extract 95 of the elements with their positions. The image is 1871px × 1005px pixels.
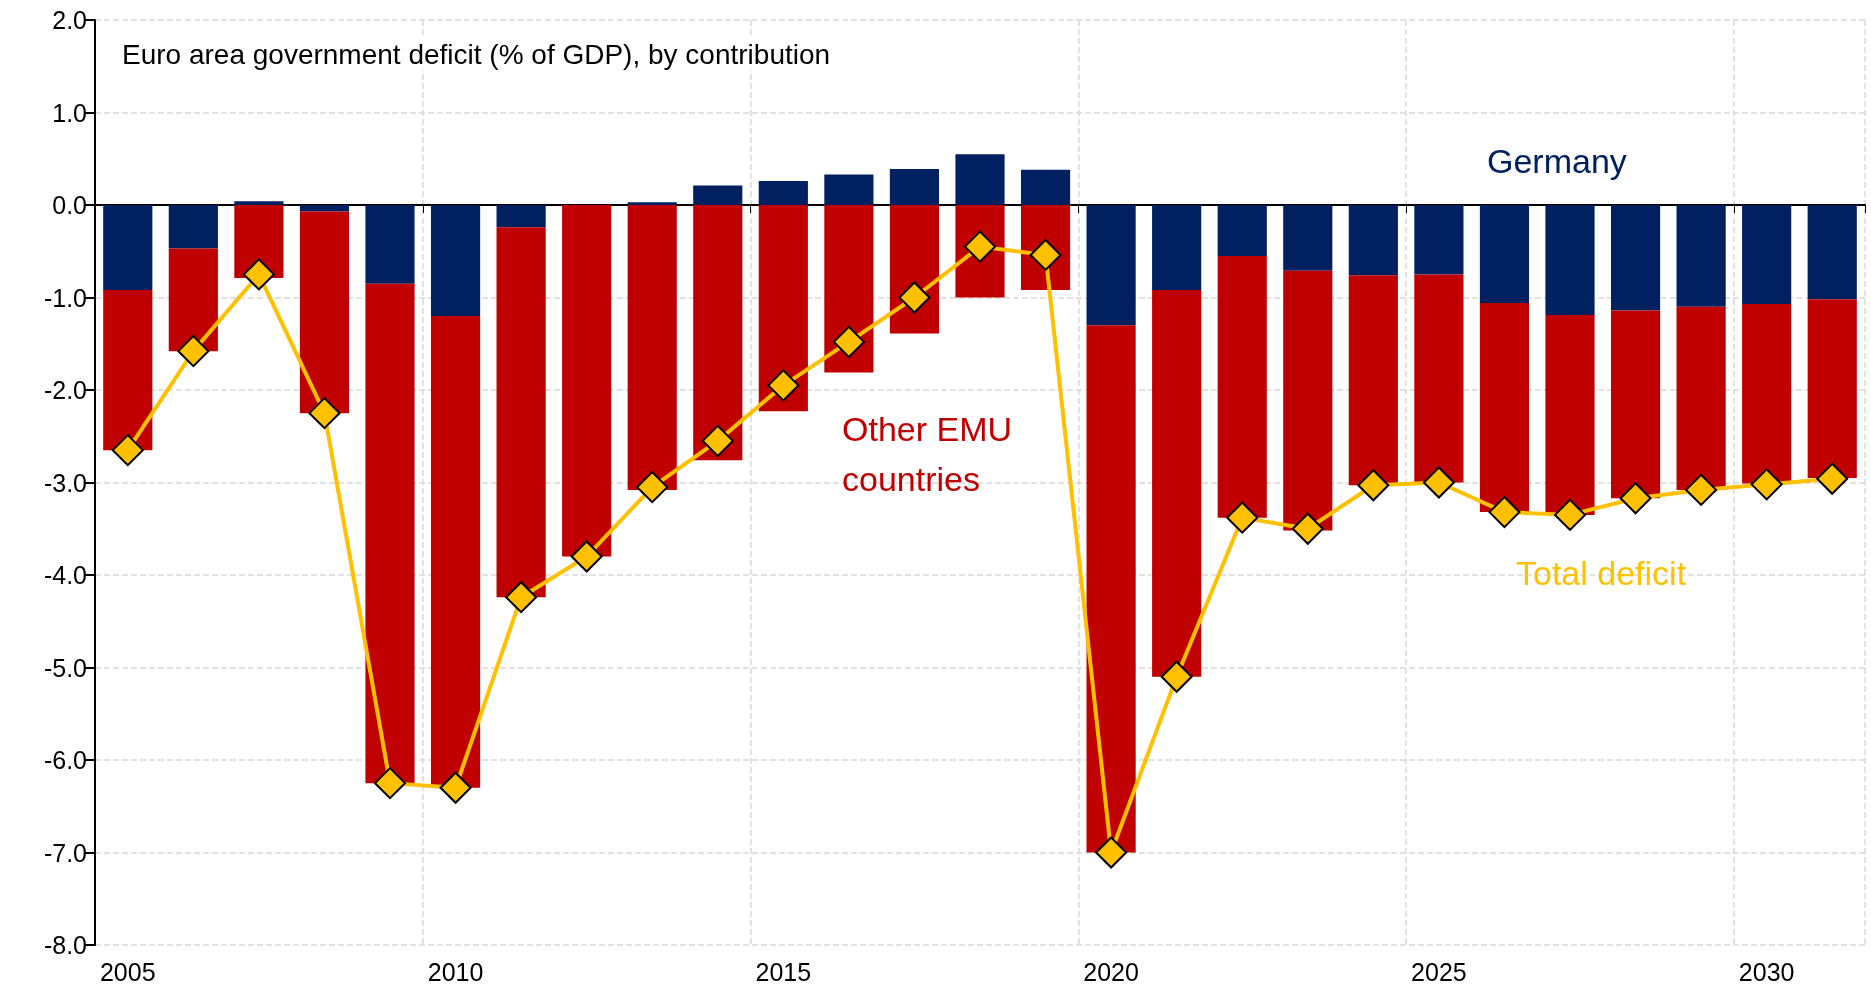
point — [1685, 473, 1718, 506]
point — [177, 335, 210, 368]
y-tick-label: -8.0 — [43, 931, 87, 959]
point — [242, 258, 275, 291]
bar — [496, 227, 546, 598]
y-tick-label: 0.0 — [52, 191, 87, 219]
point — [1619, 482, 1652, 515]
point — [898, 281, 931, 314]
bar — [430, 316, 481, 788]
y-tick-label: -6.0 — [43, 746, 87, 774]
bar — [168, 205, 218, 249]
bar — [1283, 205, 1333, 271]
y-tick-label: 1.0 — [52, 98, 87, 127]
point — [1816, 462, 1849, 495]
text: Euro area government deficit (% of GDP), by contribution — [122, 38, 831, 70]
bar — [103, 290, 153, 451]
point — [570, 540, 603, 573]
y-tick-label: 2.0 — [52, 6, 87, 34]
bar — [1742, 303, 1792, 484]
bar — [1676, 306, 1726, 490]
series-label: Germany — [1487, 142, 1627, 180]
x-tick-label: 2005 — [99, 957, 156, 986]
y-tick-label: -5.0 — [43, 653, 87, 682]
y-tick-label: -3.0 — [43, 468, 87, 497]
bar — [1545, 205, 1595, 316]
point — [832, 325, 865, 358]
point — [636, 471, 669, 504]
bar — [1348, 205, 1398, 276]
bar — [103, 205, 153, 291]
bar — [758, 205, 808, 412]
bar — [1348, 275, 1398, 486]
bar — [365, 205, 415, 284]
bar — [430, 205, 481, 316]
bar — [627, 202, 677, 205]
bar — [758, 180, 808, 205]
point — [439, 771, 472, 804]
bar — [1807, 299, 1857, 478]
bar — [1610, 205, 1661, 311]
bar — [824, 174, 874, 205]
bar — [299, 211, 350, 414]
series-label: Total deficit — [1516, 554, 1687, 592]
x-tick-label: 2010 — [427, 957, 484, 986]
bar — [1086, 205, 1136, 326]
bar — [168, 248, 218, 352]
point — [1750, 468, 1783, 501]
bar — [1610, 310, 1661, 499]
bar — [1152, 205, 1202, 291]
bar — [1152, 290, 1202, 677]
bar — [1217, 255, 1267, 518]
bar — [1479, 205, 1530, 304]
bar — [1545, 315, 1595, 515]
bar — [889, 168, 940, 205]
bar — [693, 185, 743, 205]
point — [1357, 469, 1390, 502]
point — [1488, 496, 1521, 529]
bar — [496, 205, 546, 228]
point — [1554, 498, 1586, 531]
y-tick-label: -4.0 — [43, 561, 87, 589]
bar — [693, 205, 743, 461]
point — [1160, 660, 1193, 693]
point — [111, 434, 144, 467]
point — [701, 424, 734, 457]
bar — [1742, 205, 1792, 304]
point — [1422, 466, 1455, 499]
bar — [1283, 270, 1333, 531]
bar — [1479, 303, 1530, 513]
point — [767, 369, 800, 402]
point — [1095, 836, 1128, 869]
x-tick-label: 2030 — [1738, 957, 1795, 986]
bar — [1414, 274, 1464, 483]
bar — [627, 205, 677, 490]
x-tick-label: 2015 — [755, 957, 812, 986]
bar — [562, 205, 612, 557]
bar — [1217, 205, 1267, 256]
point — [1291, 512, 1324, 545]
x-tick-label: 2020 — [1083, 957, 1139, 986]
y-tick-label: -2.0 — [43, 376, 87, 404]
bar — [1807, 205, 1857, 300]
bar — [1414, 205, 1464, 275]
y-tick-label: -7.0 — [43, 838, 87, 867]
bar — [299, 205, 350, 212]
point — [308, 397, 341, 430]
bar — [1086, 325, 1136, 853]
bar — [234, 201, 284, 205]
point — [505, 581, 538, 614]
bar — [955, 154, 1005, 205]
bar — [824, 205, 874, 373]
y-tick-label: -1.0 — [43, 283, 87, 312]
point — [1226, 501, 1259, 534]
series-label: Other EMU countries — [842, 410, 1022, 498]
bar — [1020, 169, 1071, 205]
x-tick-label: 2025 — [1411, 957, 1467, 986]
bar — [1676, 205, 1726, 307]
point — [374, 767, 406, 800]
bar — [365, 283, 415, 784]
